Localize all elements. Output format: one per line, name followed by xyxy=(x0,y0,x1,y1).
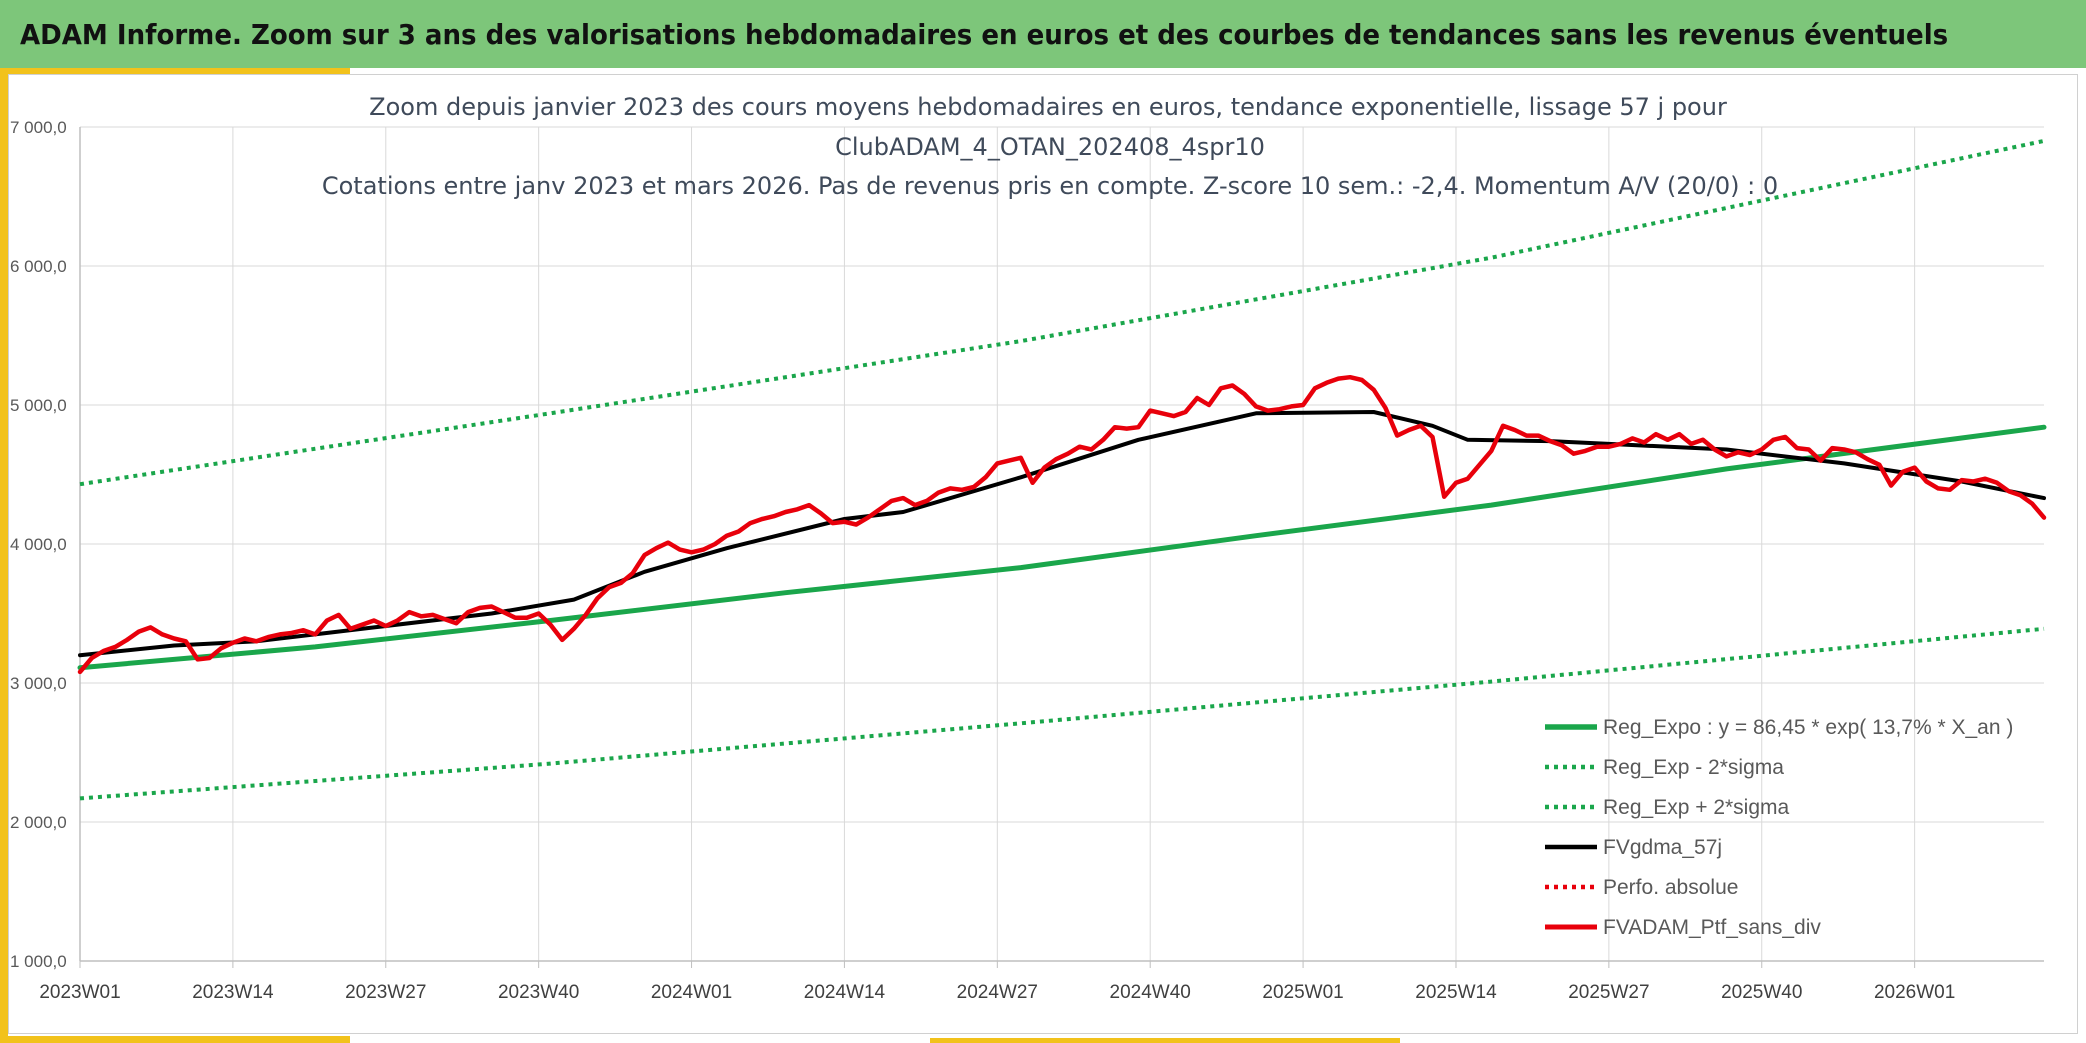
y-tick-label: 3 000,0 xyxy=(10,674,67,693)
y-tick-label: 1 000,0 xyxy=(10,952,67,971)
chart-title-line-1: Zoom depuis janvier 2023 des cours moyen… xyxy=(369,93,1727,121)
accent-bar-left xyxy=(0,68,8,1043)
chart-title-line-2: ClubADAM_4_OTAN_202408_4spr10 xyxy=(835,133,1265,161)
x-tick-label: 2025W40 xyxy=(1721,982,1802,1003)
y-tick-label: 6 000,0 xyxy=(10,257,67,276)
x-tick-label: 2026W01 xyxy=(1874,982,1955,1003)
x-tick-label: 2025W27 xyxy=(1568,982,1649,1003)
x-tick-label: 2024W01 xyxy=(651,982,732,1003)
header-bar: ADAM Informe. Zoom sur 3 ans des valoris… xyxy=(0,0,2086,68)
x-tick-label: 2023W14 xyxy=(192,982,274,1003)
series-line-3 xyxy=(78,410,2046,658)
x-tick-label: 2024W40 xyxy=(1110,982,1191,1003)
x-tick-label: 2023W27 xyxy=(345,982,426,1003)
legend-label: Perfo. absolue xyxy=(1603,876,1738,899)
x-tick-label: 2023W40 xyxy=(498,982,579,1003)
page-title: ADAM Informe. Zoom sur 3 ans des valoris… xyxy=(20,17,1949,51)
legend: Reg_Expo : y = 86,45 * exp( 13,7% * X_an… xyxy=(1545,716,2013,939)
x-tick-label: 2024W14 xyxy=(804,982,886,1003)
accent-bar-bottom xyxy=(0,1036,350,1043)
legend-label: Reg_Exp + 2*sigma xyxy=(1603,796,1790,819)
y-tick-label: 5 000,0 xyxy=(10,396,67,415)
x-tick-label: 2025W01 xyxy=(1262,982,1343,1003)
series-line-5 xyxy=(77,374,2047,675)
accent-bar-bottom-center xyxy=(930,1038,1400,1043)
x-tick-label: 2023W01 xyxy=(39,982,120,1003)
legend-label: FVADAM_Ptf_sans_div xyxy=(1603,916,1821,939)
accent-bar-top xyxy=(0,68,350,74)
y-tick-label: 2 000,0 xyxy=(10,813,67,832)
axis-ticks: 1 000,0 2 000,0 3 000,0 4 000,0 5 000,0 6 000… xyxy=(10,118,1955,1003)
series-line-2 xyxy=(79,138,2045,487)
chart-title-line-3: Cotations entre janv 2023 et mars 2026. … xyxy=(322,172,1778,200)
x-tick-label: 2025W14 xyxy=(1415,982,1497,1003)
legend-label: Reg_Exp - 2*sigma xyxy=(1603,756,1784,779)
chart-frame xyxy=(8,74,2078,1034)
y-tick-label: 4 000,0 xyxy=(10,535,67,554)
y-tick-label: 7 000,0 xyxy=(10,118,67,137)
series xyxy=(77,138,2047,801)
legend-label: Reg_Expo : y = 86,45 * exp( 13,7% * X_an… xyxy=(1603,716,2013,739)
chart-title: Zoom depuis janvier 2023 des cours moyen… xyxy=(322,93,1778,200)
series-line-0 xyxy=(77,424,2047,671)
legend-label: FVgdma_57j xyxy=(1603,836,1722,859)
grid xyxy=(79,126,2044,968)
x-tick-label: 2024W27 xyxy=(957,982,1038,1003)
